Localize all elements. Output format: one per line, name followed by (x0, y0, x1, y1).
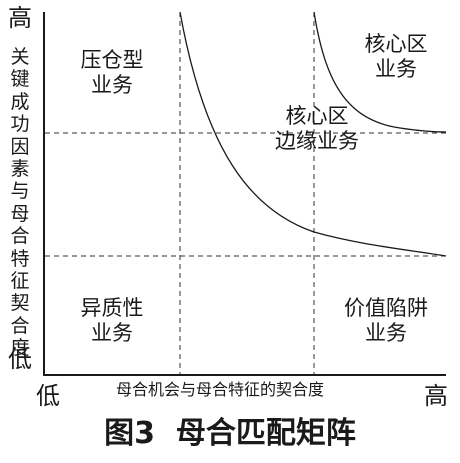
zone-label-core-business: 核心区 业务 (364, 32, 428, 81)
x-axis-title: 母合机会与母合特征的契合度 (116, 380, 325, 399)
zone-label-heterogeneous-business: 异质性 业务 (80, 296, 144, 345)
x-axis-low-label: 低 (36, 382, 60, 410)
boundary-curve-outer (179, 11, 447, 257)
boundary-curve-inner (313, 11, 447, 133)
y-axis-title: 关键成功因素与母合特征契合度 (10, 46, 30, 360)
y-axis-low-label: 低 (8, 345, 32, 373)
y-axis-high-label: 高 (8, 4, 32, 32)
x-axis-high-label: 高 (424, 382, 448, 410)
zone-label-core-edge-business: 核心区 边缘业务 (275, 104, 359, 153)
zone-label-ballast-business: 压仓型 业务 (80, 48, 144, 97)
figure-caption: 图3 母合匹配矩阵 (104, 416, 356, 451)
zone-label-value-trap-business: 价值陷阱 业务 (344, 296, 428, 345)
